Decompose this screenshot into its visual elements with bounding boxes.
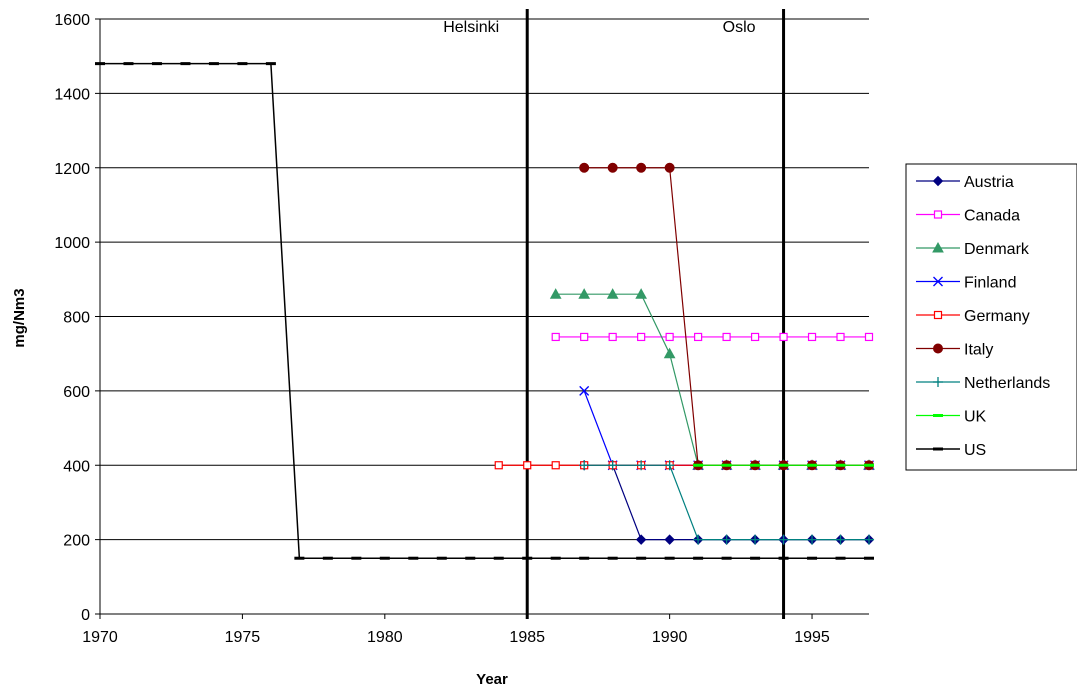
marker-square	[608, 332, 617, 342]
x-tick-label: 1990	[652, 629, 688, 646]
x-tick-label: 1975	[225, 629, 261, 646]
y-axis-title: mg/Nm3	[11, 288, 28, 347]
marker-diamond	[932, 175, 944, 187]
marker-plus	[721, 534, 732, 545]
marker-plus	[778, 534, 789, 545]
y-tick-label: 0	[81, 607, 90, 624]
y-tick-label: 1200	[54, 161, 90, 178]
marker-circle	[579, 162, 590, 173]
marker-plus	[636, 460, 647, 471]
marker-plus	[607, 460, 618, 471]
legend-item: Austria	[916, 174, 1014, 191]
series-finland	[579, 385, 874, 471]
legend-item: US	[916, 442, 986, 459]
x-axis-title: Year	[476, 671, 508, 688]
legend-item: Netherlands	[916, 375, 1050, 392]
legend-label: US	[964, 442, 986, 459]
series-austria	[578, 460, 875, 545]
marker-triangle	[663, 347, 676, 359]
legend: Austria Canada Denmark Finland Germany Italy N…	[905, 163, 1077, 471]
marker-circle	[933, 343, 943, 354]
marker-x-stroke	[579, 385, 590, 396]
legend-label: Netherlands	[964, 375, 1050, 392]
marker-square	[933, 210, 943, 219]
marker-plus	[693, 534, 704, 545]
legend-label: Austria	[964, 174, 1014, 191]
series-netherlands	[579, 460, 874, 545]
marker-plus	[933, 377, 943, 387]
marker-triangle	[635, 288, 647, 299]
marker-plus	[807, 534, 818, 545]
legend-item: Denmark	[916, 241, 1030, 258]
y-tick-label: 1400	[54, 86, 90, 103]
marker-square	[722, 332, 731, 342]
marker-plus	[835, 534, 846, 545]
marker-square	[694, 332, 703, 342]
legend-item: Germany	[916, 308, 1030, 325]
marker-square	[523, 461, 532, 470]
marker-x	[579, 385, 590, 396]
marker-square	[580, 332, 589, 342]
legend-item: UK	[916, 409, 987, 426]
marker-triangle	[578, 288, 591, 299]
marker-square	[665, 332, 674, 342]
y-tick-label: 1000	[54, 235, 90, 252]
series-line	[583, 390, 869, 466]
marker-circle	[607, 162, 618, 173]
series-canada	[551, 332, 874, 342]
tick-labels: 0 200 400 600 800 1000 1200 1400 1600 1970 1975 198…	[54, 12, 830, 646]
x-tick-label: 1985	[509, 629, 545, 646]
legend-label: Canada	[964, 208, 1020, 225]
marker-square	[864, 332, 874, 342]
legend-label: Finland	[964, 275, 1016, 292]
reference-label: Oslo	[723, 19, 756, 36]
marker-square	[779, 332, 788, 342]
marker-square	[494, 461, 503, 470]
legend-item: Finland	[916, 275, 1016, 292]
series-group	[95, 62, 875, 560]
marker-triangle	[549, 288, 562, 299]
series-us	[95, 62, 874, 560]
marker-x-stroke	[933, 276, 943, 287]
legend-item: Canada	[916, 208, 1020, 225]
x-tick-label: 1980	[367, 629, 403, 646]
y-tick-label: 1600	[54, 12, 90, 29]
marker-circle	[636, 162, 647, 173]
marker-square	[933, 310, 943, 320]
x-tick-label: 1995	[794, 629, 830, 646]
series-line	[100, 62, 869, 559]
marker-plus	[750, 534, 761, 545]
marker-plus	[864, 534, 874, 545]
marker-square	[637, 332, 646, 342]
marker-square	[807, 332, 817, 342]
marker-square	[836, 332, 845, 342]
axes	[95, 18, 869, 619]
marker-triangle	[606, 288, 619, 299]
marker-plus	[664, 460, 675, 471]
gridlines	[100, 18, 869, 541]
marker-square	[551, 461, 560, 470]
legend-label: Denmark	[964, 241, 1030, 258]
y-tick-label: 600	[63, 384, 90, 401]
series-line	[584, 464, 869, 541]
marker-x	[933, 276, 943, 287]
x-tick-label: 1970	[82, 629, 118, 646]
y-tick-label: 400	[63, 458, 90, 475]
marker-square	[750, 332, 760, 342]
reference-label: Helsinki	[443, 19, 499, 36]
legend-label: Italy	[964, 342, 993, 359]
y-tick-label: 200	[63, 533, 90, 550]
y-tick-label: 800	[63, 310, 90, 327]
reference-lines: Helsinki Oslo	[443, 9, 786, 619]
marker-square	[551, 332, 560, 342]
marker-diamond	[635, 534, 647, 545]
marker-triangle	[932, 241, 944, 253]
marker-plus	[579, 460, 590, 471]
legend-item: Italy	[916, 342, 993, 359]
marker-diamond	[664, 534, 675, 545]
legend-label: UK	[964, 409, 987, 426]
marker-circle	[664, 162, 675, 173]
legend-label: Germany	[964, 308, 1030, 325]
